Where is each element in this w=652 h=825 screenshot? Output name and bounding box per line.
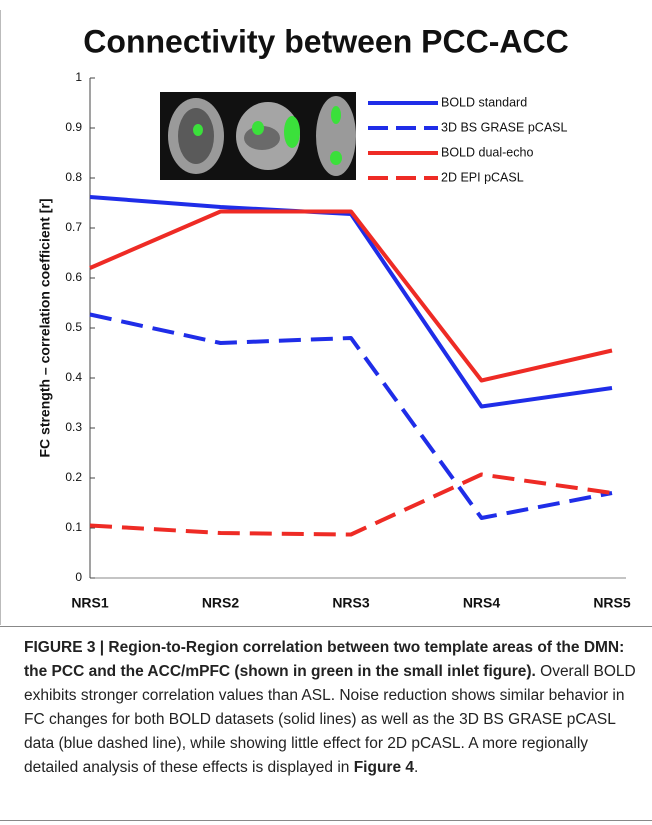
y-tick-label: 1	[75, 70, 82, 84]
x-tick-label: NRS2	[202, 595, 240, 611]
x-tick-label: NRS5	[593, 595, 631, 611]
caption-end: .	[414, 759, 419, 776]
y-tick-label: 0.1	[65, 520, 82, 534]
chart: Connectivity between PCC-ACC FC strength…	[0, 10, 631, 625]
caption-lead: FIGURE 3 | Region-to-Region correlation …	[24, 639, 625, 680]
x-tick-label: NRS1	[71, 595, 109, 611]
bottom-divider	[0, 820, 652, 821]
chart-title: Connectivity between PCC-ACC	[83, 23, 568, 59]
caption: FIGURE 3 | Region-to-Region correlation …	[24, 636, 636, 780]
y-tick-label: 0.7	[65, 220, 82, 234]
line	[89, 209, 613, 383]
x-tick-label: NRS4	[463, 595, 501, 611]
y-tick-label: 0	[75, 570, 82, 584]
line	[89, 472, 613, 537]
y-axis-label: FC strength – correlation coefficient [r…	[37, 198, 53, 457]
caption-divider	[0, 626, 652, 627]
legend-label: BOLD dual-echo	[441, 145, 533, 159]
y-tick-label: 0.2	[65, 470, 82, 484]
y-tick-label: 0.3	[65, 420, 82, 434]
x-tick-label: NRS3	[332, 595, 370, 611]
y-tick-label: 0.5	[65, 320, 82, 334]
line	[89, 312, 613, 520]
legend-label: 2D EPI pCASL	[441, 170, 524, 184]
y-tick-label: 0.9	[65, 120, 82, 134]
line	[89, 195, 613, 409]
y-tick-label: 0.6	[65, 270, 82, 284]
y-tick-label: 0.8	[65, 170, 82, 184]
caption-body: Overall BOLD exhibits stronger correlati…	[24, 663, 636, 776]
y-tick-label: 0.4	[65, 370, 82, 384]
legend-label: BOLD standard	[441, 95, 527, 109]
caption-ref: Figure 4	[353, 759, 415, 776]
legend-label: 3D BS GRASE pCASL	[441, 120, 567, 134]
inlet-figure	[160, 92, 356, 180]
